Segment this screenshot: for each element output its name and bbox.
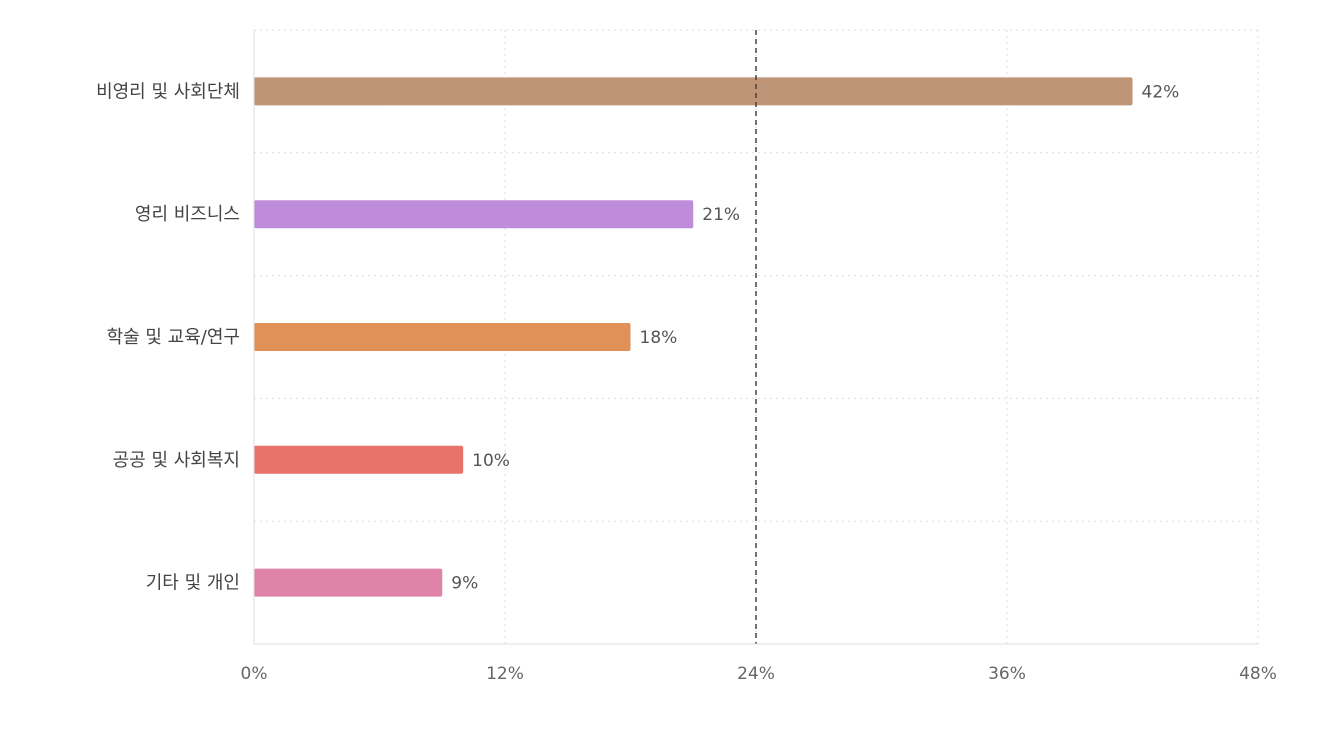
data-label: 9% [451,574,478,594]
labels: 비영리 및 사회단체 42% 영리 비즈니스 21% 학술 및 교육/연구 18% 공공 및… [96,81,1277,684]
category-label: 공공 및 사회복지 [113,450,240,471]
data-label: 10% [472,451,510,471]
x-tick-label: 24% [737,664,775,684]
category-label: 영리 비즈니스 [135,204,240,225]
category-label: 학술 및 교육/연구 [107,327,240,348]
bar[interactable] [254,200,694,229]
bar[interactable] [254,445,464,474]
data-label: 42% [1142,82,1180,102]
x-tick-label: 36% [988,664,1026,684]
data-label: 18% [640,328,678,348]
bars [254,77,1133,597]
data-label: 21% [702,205,740,225]
x-tick-label: 0% [241,664,268,684]
x-tick-label: 48% [1239,664,1277,684]
category-label: 기타 및 개인 [146,573,240,594]
bar[interactable] [254,323,631,351]
bar[interactable] [254,77,1133,106]
bar[interactable] [254,568,443,597]
x-tick-label: 12% [486,664,524,684]
category-label: 비영리 및 사회단체 [96,81,240,102]
axis [253,30,1258,645]
